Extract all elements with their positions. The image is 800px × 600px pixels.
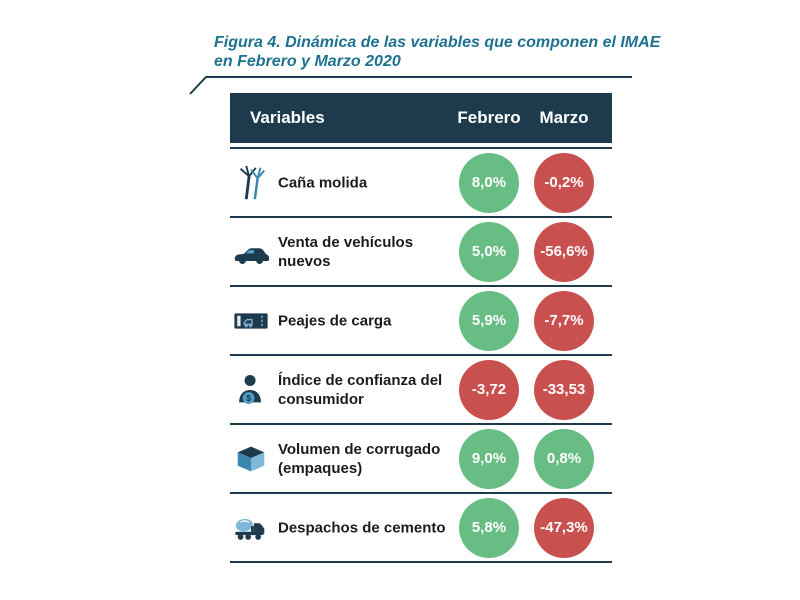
- febrero-value-badge: 5,0%: [459, 221, 519, 282]
- car-icon: [232, 233, 270, 271]
- febrero-value-badge: 5,8%: [459, 497, 519, 558]
- marzo-value-badge: -47,3%: [534, 497, 594, 558]
- figure-title: Figura 4. Dinámica de las variables que …: [214, 33, 674, 71]
- row-label: Peajes de carga: [278, 312, 392, 329]
- decorative-rule: [189, 76, 632, 95]
- table-row-cana-molida: Caña molida 8,0% -0,2%: [230, 149, 612, 218]
- febrero-value-badge: 9,0%: [459, 428, 519, 489]
- row-label: Volumen de corrugado (empaques): [278, 440, 441, 477]
- toll-booth-icon: [232, 302, 270, 340]
- figure-title-line1: Figura 4. Dinámica de las variables que …: [214, 34, 661, 51]
- table-row-despachos-cemento: Despachos de cemento 5,8% -47,3%: [230, 494, 612, 563]
- marzo-value-badge: -0,2%: [534, 152, 594, 213]
- header-febrero: Febrero: [457, 108, 521, 127]
- header-marzo: Marzo: [539, 108, 589, 127]
- row-label: Venta de vehículos nuevos: [278, 233, 414, 270]
- sugar-cane-icon: [232, 164, 270, 202]
- table-header-row: Variables Febrero Marzo: [230, 93, 612, 143]
- row-label: Índice de confianza del consumidor: [278, 371, 443, 408]
- table-row-peajes-carga: Peajes de carga 5,9% -7,7%: [230, 287, 612, 356]
- row-label: Despachos de cemento: [278, 519, 446, 536]
- table-row-volumen-corrugado: Volumen de corrugado (empaques) 9,0% 0,8…: [230, 425, 612, 494]
- marzo-value-badge: 0,8%: [534, 428, 594, 489]
- consumer-dollar-icon: $: [232, 371, 270, 409]
- table-body: Caña molida 8,0% -0,2% Venta de vehículo…: [230, 147, 612, 563]
- svg-text:$: $: [246, 393, 251, 403]
- table-row-confianza-consumidor: $ Índice de confianza del consumidor -3,…: [230, 356, 612, 425]
- marzo-value-badge: -33,53: [534, 359, 594, 420]
- header-variables: Variables: [250, 108, 325, 127]
- cement-truck-icon: [232, 509, 270, 547]
- table-row-venta-vehiculos: Venta de vehículos nuevos 5,0% -56,6%: [230, 218, 612, 287]
- febrero-value-badge: 8,0%: [459, 152, 519, 213]
- figure-title-line2: en Febrero y Marzo 2020: [214, 53, 401, 70]
- marzo-value-badge: -56,6%: [534, 221, 594, 282]
- package-box-icon: [232, 440, 270, 478]
- marzo-value-badge: -7,7%: [534, 290, 594, 351]
- febrero-value-badge: 5,9%: [459, 290, 519, 351]
- imae-table: Variables Febrero Marzo Caña molida 8,0%…: [230, 93, 612, 563]
- row-label: Caña molida: [278, 174, 368, 191]
- febrero-value-badge: -3,72: [459, 359, 519, 420]
